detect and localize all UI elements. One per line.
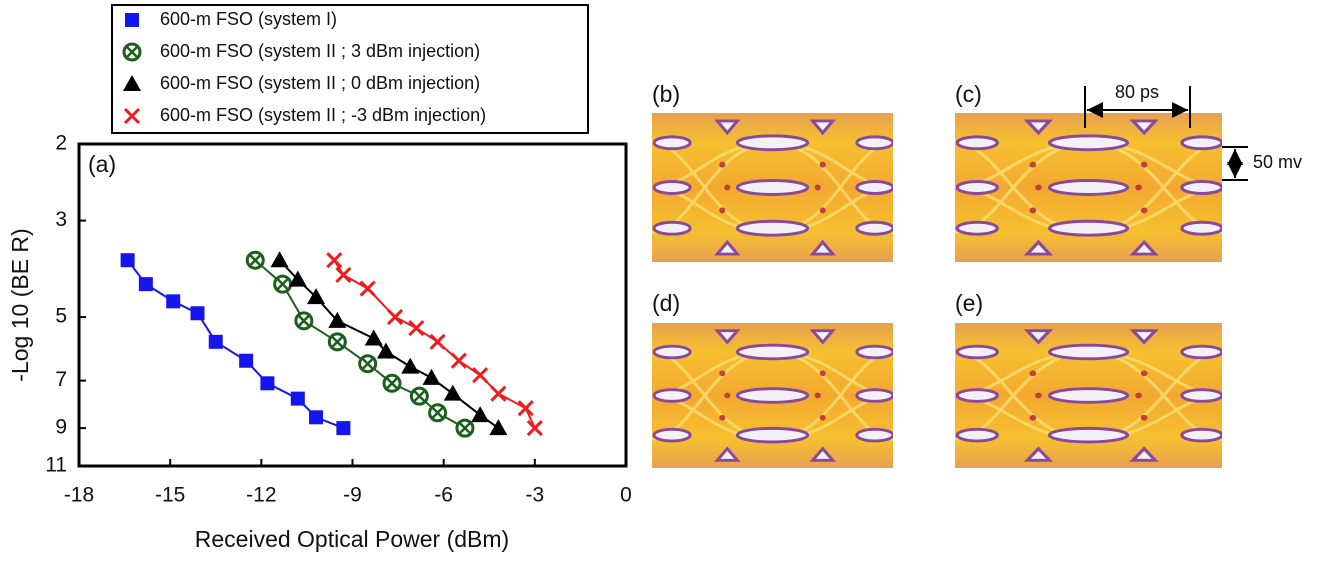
marker: [430, 405, 446, 421]
marker: [384, 375, 400, 391]
marker: [247, 252, 263, 268]
marker: [365, 329, 383, 345]
marker: [327, 253, 341, 267]
legend-label: 600-m FSO (system II ; 3 dBm injection): [160, 41, 480, 61]
panel-label: (a): [88, 151, 116, 177]
marker: [411, 388, 427, 404]
marker: [528, 421, 542, 435]
x-tick-label: -3: [525, 484, 544, 507]
marker: [361, 282, 375, 296]
marker: [329, 334, 345, 350]
marker: [444, 385, 462, 401]
marker: [491, 387, 505, 401]
time-annotation: 80 ps: [1115, 82, 1159, 102]
y-tick-label: 11: [45, 454, 67, 477]
y-tick-label: 5: [55, 305, 67, 328]
marker: [336, 421, 350, 435]
x-tick-label: -12: [246, 484, 276, 507]
marker: [401, 358, 419, 374]
marker: [431, 335, 445, 349]
y-tick-label: 7: [55, 368, 67, 391]
eye-diagram: [955, 323, 1222, 468]
page: {"chart_data": {"type": "line", "panel_l…: [0, 0, 1319, 557]
series-line: [128, 260, 344, 428]
marker: [275, 276, 291, 292]
marker: [260, 376, 274, 390]
marker: [271, 251, 289, 267]
marker: [489, 419, 507, 435]
marker: [388, 310, 402, 324]
legend-label: 600-m FSO (system II ; 0 dBm injection): [160, 73, 480, 93]
eye-label: (e): [955, 290, 983, 316]
eye-diagram: [652, 113, 893, 262]
y-tick-label: 9: [55, 416, 67, 439]
marker: [139, 277, 153, 291]
marker: [423, 369, 441, 385]
eye-label: (d): [652, 290, 680, 316]
x-tick-label: -18: [64, 484, 94, 507]
series-line: [280, 260, 499, 428]
legend-label: 600-m FSO (system I): [160, 9, 337, 29]
eye-label: (b): [652, 81, 680, 107]
x-tick-label: -15: [155, 484, 185, 507]
eye-diagram: [652, 323, 893, 468]
marker: [452, 354, 466, 368]
marker: [409, 321, 423, 335]
x-axis-label: Received Optical Power (dBm): [195, 526, 509, 552]
amplitude-annotation: 50 mv: [1253, 152, 1302, 172]
figure: (a) Received Optical Power (dBm) -Log 10…: [0, 0, 1319, 557]
marker: [473, 368, 487, 382]
y-axis-label: -Log 10 (BE R): [7, 228, 33, 381]
y-tick-label: 3: [55, 208, 67, 231]
marker: [336, 268, 350, 282]
marker: [121, 253, 135, 267]
marker: [124, 44, 140, 60]
plot-frame: [79, 144, 626, 466]
marker: [125, 13, 139, 27]
marker: [309, 410, 323, 424]
x-tick-label: -6: [434, 484, 453, 507]
eye-label: (c): [955, 81, 982, 107]
x-tick-label: -9: [343, 484, 362, 507]
marker: [471, 406, 489, 422]
marker: [519, 401, 533, 415]
marker: [457, 420, 473, 436]
legend-label: 600-m FSO (system II ; -3 dBm injection): [160, 105, 486, 125]
marker: [239, 354, 253, 368]
marker: [166, 294, 180, 308]
x-tick-label: 0: [620, 484, 632, 507]
marker: [296, 313, 312, 329]
marker: [291, 392, 305, 406]
marker: [191, 306, 205, 320]
eye-diagram: [955, 113, 1222, 262]
y-tick-label: 2: [55, 132, 67, 155]
marker: [209, 335, 223, 349]
marker: [360, 356, 376, 372]
